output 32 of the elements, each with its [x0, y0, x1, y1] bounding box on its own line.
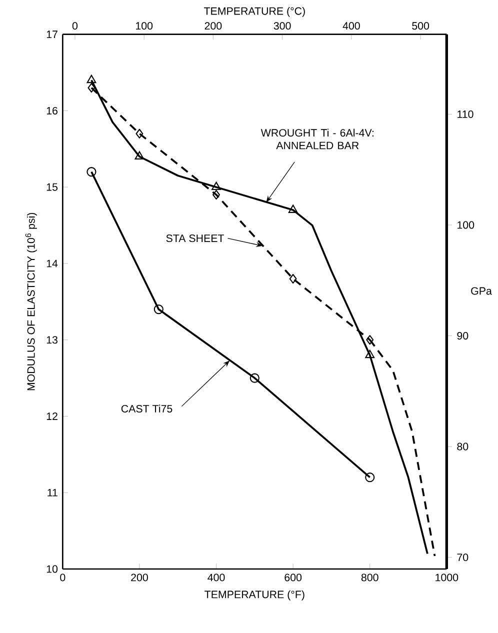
y2-tick-label: 110: [458, 110, 474, 118]
x2-tick-label: 400: [342, 22, 360, 30]
y-tick-label: 12: [46, 412, 58, 420]
y2-axis-title: GPa: [471, 287, 492, 295]
y-tick-label: 14: [46, 260, 58, 268]
y2-tick-label: 90: [457, 332, 468, 340]
x-tick-label: 400: [208, 574, 225, 582]
x-tick-label: 600: [284, 574, 302, 582]
y-tick-label: 15: [46, 183, 58, 191]
x2-tick-label: 200: [204, 22, 222, 30]
x2-tick-label: 500: [412, 22, 430, 30]
x2-tick-label: 100: [136, 22, 153, 30]
x2-tick-label: 0: [72, 22, 78, 30]
y2-tick-label: 100: [458, 221, 474, 229]
y-tick-label: 16: [46, 106, 58, 114]
x-tick-label: 200: [131, 574, 148, 582]
y2-tick-label: 80: [457, 442, 468, 450]
y-tick-label: 13: [46, 336, 58, 344]
x2-axis-title: TEMPERATURE (°C): [204, 6, 305, 17]
y-axis-title: MODULUS OF ELASTICITY (10$^{6}$ psi): [25, 212, 37, 390]
annotation: CAST Ti75: [121, 404, 172, 413]
annotation: WROUGHT Ti - 6Al-4V: ANNEALED BAR: [260, 128, 374, 150]
x-tick-label: 800: [361, 574, 378, 582]
y-tick-label: 11: [48, 488, 58, 496]
annotation: STA SHEET: [166, 234, 224, 242]
y2-tick-label: 70: [457, 554, 468, 562]
x2-tick-label: 300: [274, 22, 291, 30]
x-tick-label: 1000: [436, 574, 458, 582]
y-tick-label: 10: [46, 565, 58, 573]
y-tick-label: 17: [46, 30, 58, 38]
x-axis-title: TEMPERATURE (°F): [204, 590, 304, 600]
x-tick-label: 0: [60, 574, 66, 582]
